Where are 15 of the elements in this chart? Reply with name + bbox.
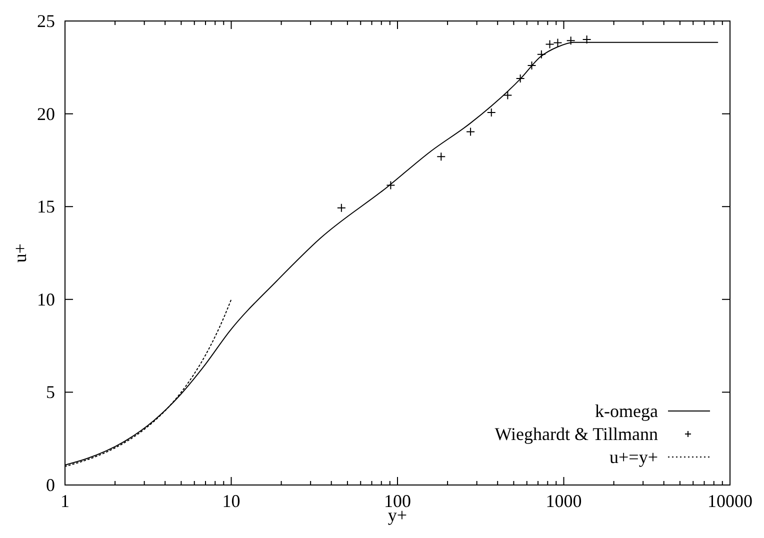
y-axis-title: u+ [10, 243, 30, 263]
y-tick-label: 5 [46, 382, 55, 402]
y-tick-label: 10 [37, 289, 55, 310]
legend-label: u+=y+ [610, 447, 658, 467]
y-tick-label: 20 [37, 104, 55, 124]
y-tick-label: 25 [37, 11, 55, 31]
legend-label: k-omega [595, 401, 658, 421]
x-tick-label: 10000 [708, 491, 752, 511]
y-tick-label: 15 [37, 196, 55, 217]
y-tick-label: 0 [46, 475, 55, 495]
x-tick-label: 1 [60, 491, 70, 511]
x-tick-label: 100 [384, 491, 411, 511]
legend-label: Wieghardt & Tillmann [494, 424, 658, 444]
x-tick-label: 10 [222, 491, 240, 511]
x-tick-label: 1000 [546, 491, 582, 511]
